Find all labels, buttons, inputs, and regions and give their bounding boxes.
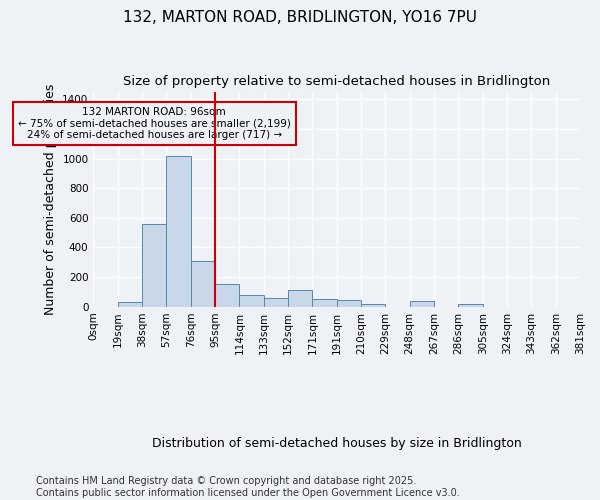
- Bar: [410, 301, 434, 306]
- Bar: [313, 300, 337, 306]
- Bar: [288, 290, 313, 306]
- Text: 132, MARTON ROAD, BRIDLINGTON, YO16 7PU: 132, MARTON ROAD, BRIDLINGTON, YO16 7PU: [123, 10, 477, 25]
- Text: Contains HM Land Registry data © Crown copyright and database right 2025.
Contai: Contains HM Land Registry data © Crown c…: [36, 476, 460, 498]
- Text: 132 MARTON ROAD: 96sqm
← 75% of semi-detached houses are smaller (2,199)
24% of : 132 MARTON ROAD: 96sqm ← 75% of semi-det…: [18, 107, 290, 140]
- Title: Size of property relative to semi-detached houses in Bridlington: Size of property relative to semi-detach…: [123, 75, 550, 88]
- Bar: [337, 300, 361, 306]
- Bar: [191, 261, 215, 306]
- Bar: [142, 224, 166, 306]
- Bar: [166, 156, 191, 306]
- X-axis label: Distribution of semi-detached houses by size in Bridlington: Distribution of semi-detached houses by …: [152, 437, 521, 450]
- Bar: [263, 298, 288, 306]
- Bar: [239, 295, 263, 306]
- Bar: [118, 302, 142, 306]
- Bar: [361, 304, 385, 306]
- Y-axis label: Number of semi-detached properties: Number of semi-detached properties: [44, 84, 56, 315]
- Bar: [458, 304, 482, 306]
- Bar: [215, 284, 239, 306]
